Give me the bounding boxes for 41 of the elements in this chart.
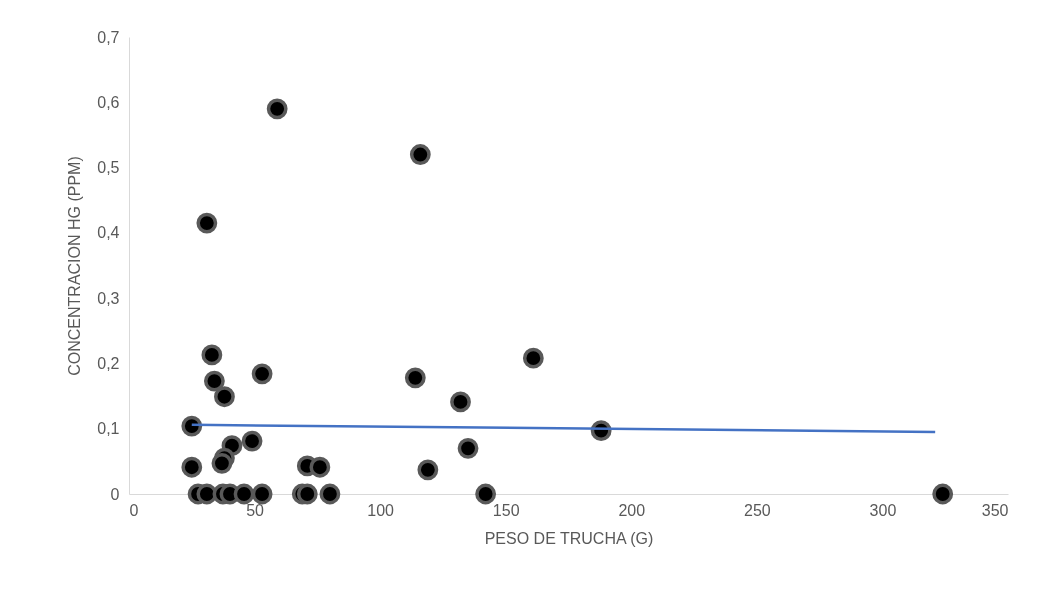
point: [251, 363, 273, 385]
point: [296, 483, 318, 505]
y-tick-label: 0,4: [97, 224, 120, 242]
point: [457, 437, 479, 459]
x-tick-label: 150: [492, 501, 520, 519]
y-tick-label: 0,2: [97, 354, 120, 372]
point: [319, 483, 341, 505]
point: [932, 483, 954, 505]
point: [196, 212, 218, 234]
x-tick-label: 200: [618, 501, 646, 519]
x-tick-label: 250: [744, 501, 771, 519]
y-tick-label: 0,5: [97, 159, 120, 177]
point: [404, 367, 426, 389]
point: [181, 415, 203, 437]
x-tick-label: 50: [246, 501, 265, 519]
point: [241, 430, 263, 452]
x-tick-label: 350: [981, 501, 1009, 519]
point: [266, 98, 288, 120]
y-tick-label: 0,1: [97, 420, 120, 438]
point: [417, 459, 439, 481]
point: [214, 386, 235, 408]
x-tick-label: 100: [367, 501, 395, 519]
x-tick-label: 0: [129, 501, 139, 519]
y-axis-title: CONCENTRACION HG (PPM): [66, 156, 84, 376]
point: [409, 144, 431, 165]
point: [211, 452, 233, 474]
point: [522, 347, 544, 369]
point: [475, 483, 497, 505]
x-tick-label: 300: [869, 501, 897, 519]
y-tick-label: 0,3: [97, 289, 120, 307]
y-tick-label: 0,7: [97, 28, 120, 46]
point: [203, 370, 225, 392]
point: [309, 456, 331, 478]
y-tick-label: 0,6: [97, 93, 120, 111]
point: [450, 391, 471, 413]
x-axis-title: PESO DE TRUCHA (G): [484, 529, 654, 547]
y-tick-label: 0: [110, 485, 120, 503]
point: [201, 344, 223, 366]
point: [251, 483, 273, 505]
point: [181, 456, 203, 478]
point: [233, 483, 255, 505]
